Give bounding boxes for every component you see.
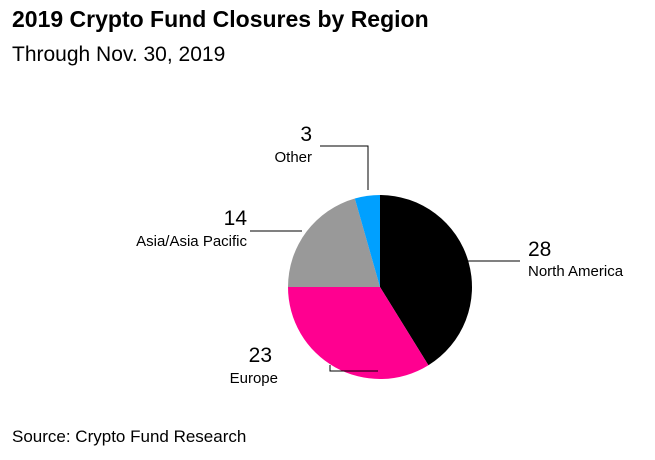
pie-slice-asia-asia-pacific xyxy=(288,198,380,287)
leader-lines xyxy=(250,145,520,372)
pie-slice-other xyxy=(354,195,380,287)
slice-category-label: North America xyxy=(528,263,624,280)
pie-slice-north-america xyxy=(380,195,472,366)
pie-slices xyxy=(288,195,472,380)
chart-title: 2019 Crypto Fund Closures by Region xyxy=(12,6,429,32)
slice-category-label: Asia/Asia Pacific xyxy=(136,233,247,250)
slice-value-label: 14 xyxy=(224,207,248,230)
leader-line xyxy=(329,365,378,372)
slice-value-label: 3 xyxy=(300,123,312,146)
source-note: Source: Crypto Fund Research xyxy=(12,427,247,446)
slice-value-label: 23 xyxy=(249,344,272,367)
slice-value-label: 28 xyxy=(528,238,551,261)
slice-labels: 28 North America 23 Europe 14 Asia/Asia Pacif… xyxy=(136,123,624,387)
slice-category-label: Europe xyxy=(230,370,278,387)
chart-subtitle: Through Nov. 30, 2019 xyxy=(12,43,226,66)
leader-line xyxy=(320,145,369,190)
slice-category-label: Other xyxy=(274,149,312,166)
pie-slice-europe xyxy=(288,287,429,380)
